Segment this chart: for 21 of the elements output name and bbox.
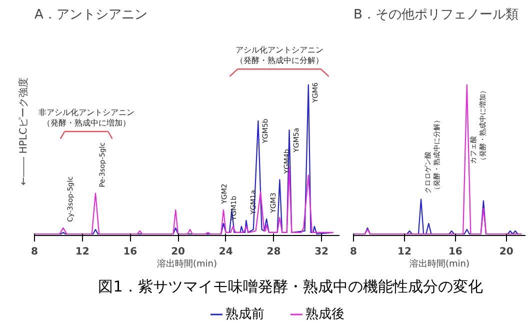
x-axis-title: 溶出時間(min) — [157, 258, 218, 270]
text: アシル化アントシアニン（発酵・熟成中に分解） — [235, 46, 324, 65]
x-tick-label: 28 — [266, 246, 281, 258]
x-tick-label: 8 — [31, 246, 38, 258]
x-tick-label: 16 — [123, 246, 138, 258]
x-tick-label: 12 — [398, 246, 412, 258]
x-tick-label: 16 — [448, 246, 462, 258]
chart-title: B．その他ポリフェノール類 — [354, 8, 518, 22]
annotation: 非アシル化アントシアニン（発酵・熟成中に増加） — [38, 108, 134, 128]
caption: 図1．紫サツマイモ味噌発酵・熟成中の機能性成分の変化 — [98, 278, 483, 296]
x-tick-label: 20 — [171, 246, 186, 258]
x-tick-label: 32 — [314, 246, 329, 258]
x-tick-label: 20 — [499, 246, 514, 258]
x-axis-title: 溶出時間(min) — [410, 258, 470, 270]
legend-label: 熟成後 — [306, 307, 344, 322]
legend-label: 熟成前 — [226, 307, 264, 322]
x-tick-label: 24 — [218, 246, 233, 258]
x-tick-label: 8 — [350, 246, 358, 258]
y-axis-title: ←―― HPLCピーク強度 — [18, 78, 30, 186]
chart-title: A．アントシアニン — [34, 8, 148, 22]
x-tick-label: 12 — [75, 246, 90, 258]
